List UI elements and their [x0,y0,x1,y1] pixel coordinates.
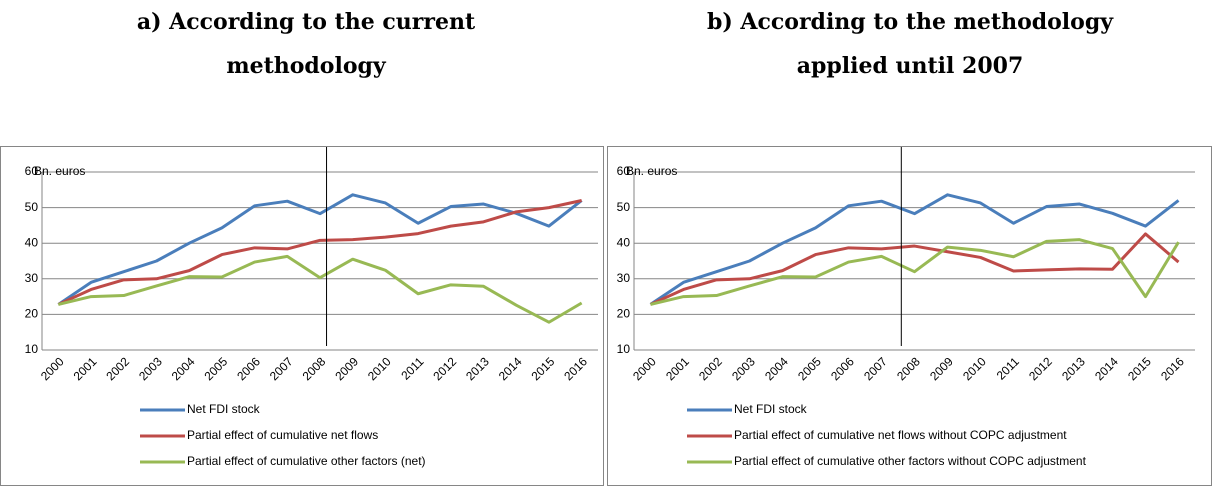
x-tick-label: 2002 [103,354,132,383]
x-tick-label: 2005 [795,354,824,383]
y-tick-label: 50 [617,200,631,214]
y-tick-label: 30 [25,271,39,285]
x-tick-label: 2013 [1059,354,1088,383]
x-tick-label: 2005 [201,354,230,383]
x-tick-label: 2003 [136,354,165,383]
x-tick-label: 2011 [994,354,1022,382]
y-tick-label: 20 [25,307,39,321]
y-tick-label: 10 [617,342,631,356]
x-tick-label: 2011 [398,354,426,382]
series-line [58,254,583,324]
legend-label: Partial effect of cumulative net flows w… [734,428,1067,442]
y-tick-label: 30 [617,271,631,285]
series-line [649,193,1180,306]
y-tick-label: 60 [25,164,39,178]
x-tick-label: 2013 [463,354,492,383]
series-line [57,199,582,306]
x-tick-label: 2007 [861,354,890,383]
x-tick-label: 2014 [496,354,525,383]
x-tick-label: 2001 [71,354,100,383]
y-tick-label: 40 [25,235,39,249]
y-tick-label: 40 [617,235,631,249]
series-line [57,193,583,306]
x-tick-label: 2008 [894,354,923,383]
x-tick-label: 2007 [267,354,296,383]
x-tick-label: 2015 [529,354,558,383]
x-tick-label: 2016 [1158,354,1187,383]
x-tick-label: 2009 [927,354,956,383]
chart-title: b) According to the methodology applied … [706,9,1114,79]
y-axis-label: Bn. euros [34,164,85,178]
legend-label: Partial effect of cumulative other facto… [187,454,426,468]
x-tick-label: 2009 [332,354,361,383]
x-tick-label: 2006 [828,354,857,383]
legend-label: Net FDI stock [187,402,261,416]
legend-label: Partial effect of cumulative net flows [187,428,378,442]
x-tick-label: 2000 [630,354,659,383]
y-tick-label: 50 [25,200,39,214]
series-line [650,238,1180,306]
series-line [649,232,1180,306]
legend-label: Partial effect of cumulative other facto… [734,454,1087,468]
x-tick-label: 2014 [1092,354,1121,383]
x-tick-label: 2004 [762,354,791,383]
x-tick-label: 2000 [38,354,67,383]
x-tick-label: 2004 [169,354,198,383]
x-tick-label: 2012 [1026,354,1055,383]
x-tick-label: 2001 [663,354,692,383]
x-tick-label: 2010 [365,354,394,383]
x-tick-label: 2015 [1125,354,1154,383]
x-tick-label: 2010 [960,354,989,383]
x-tick-label: 2016 [561,354,590,383]
x-tick-label: 2002 [696,354,725,383]
y-tick-label: 20 [617,307,631,321]
chart-title: a) According to the current methodology [136,9,476,79]
legend-label: Net FDI stock [734,402,808,416]
y-axis-label: Bn. euros [626,164,677,178]
x-tick-label: 2003 [729,354,758,383]
x-tick-label: 2008 [300,354,329,383]
y-tick-label: 60 [617,164,631,178]
x-tick-label: 2006 [234,354,263,383]
y-tick-label: 10 [25,342,39,356]
x-tick-label: 2012 [430,354,459,383]
